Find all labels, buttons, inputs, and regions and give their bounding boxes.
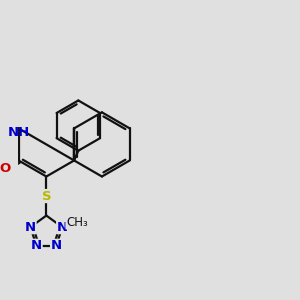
Text: N: N: [31, 239, 42, 252]
Text: S: S: [41, 190, 51, 202]
Text: O: O: [0, 162, 11, 175]
Text: CH₃: CH₃: [66, 216, 88, 229]
Text: N: N: [51, 239, 62, 252]
Text: N: N: [57, 220, 68, 234]
Text: NH: NH: [8, 126, 30, 139]
Text: N: N: [25, 220, 36, 234]
